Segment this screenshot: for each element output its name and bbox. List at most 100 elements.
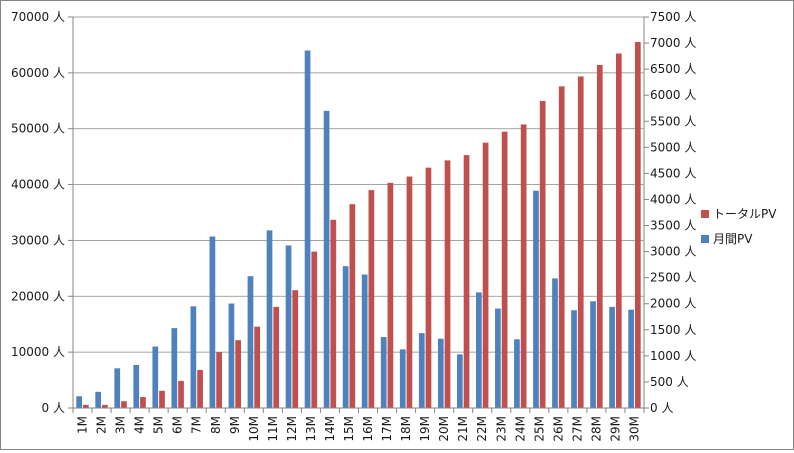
category-label: 27M [570, 416, 584, 442]
category-label: 10M [247, 416, 261, 442]
bar-total-pv [368, 190, 375, 408]
bar-monthly-pv [628, 309, 634, 408]
bar-total-pv [425, 167, 432, 408]
right-tick-label: 1000 人 [650, 349, 696, 363]
right-axis-ticks: 0 人 500 人 1000 人 1500 人 2000 人 2500 人 3000 人 35… [644, 10, 696, 415]
category-label: 5M [152, 416, 166, 434]
bar-monthly-pv [495, 308, 501, 408]
left-tick-label: 10000 人 [11, 345, 65, 359]
category-label: 12M [285, 416, 299, 442]
bar-monthly-pv [266, 230, 273, 408]
category-label: 16M [361, 416, 375, 442]
bar-total-pv [273, 306, 280, 408]
bar-total-pv [102, 404, 108, 408]
category-label: 24M [513, 416, 527, 442]
category-label: 11M [266, 416, 280, 442]
bar-total-pv [330, 219, 337, 408]
bar-monthly-pv [342, 266, 349, 408]
bar-monthly-pv [552, 278, 558, 408]
right-tick-label: 7500 人 [650, 10, 696, 24]
bar-total-pv [634, 42, 641, 409]
bar-monthly-pv [590, 301, 596, 408]
bar-total-pv [596, 64, 603, 409]
legend-swatch [701, 210, 709, 218]
bar-monthly-pv [456, 354, 463, 408]
category-label: 6M [171, 416, 185, 434]
bar-monthly-pv [171, 328, 178, 408]
bar-monthly-pv [361, 274, 368, 408]
category-label: 15M [342, 416, 356, 442]
category-label: 17M [380, 416, 394, 442]
legend: トータルPV 月間PV [701, 207, 777, 246]
bar-total-pv [615, 53, 622, 408]
right-tick-label: 5000 人 [650, 140, 696, 154]
bar-monthly-pv [380, 337, 387, 408]
category-label: 29M [608, 416, 622, 442]
bar-total-pv [159, 390, 165, 408]
right-tick-label: 4000 人 [650, 192, 696, 206]
left-tick-label: 50000 人 [11, 122, 65, 136]
left-tick-label: 70000 人 [11, 10, 65, 24]
category-label: 28M [589, 416, 603, 442]
bar-total-pv [520, 124, 527, 409]
right-tick-label: 3000 人 [650, 245, 696, 259]
category-label: 8M [209, 416, 223, 434]
category-label: 19M [418, 416, 432, 442]
bar-monthly-pv [304, 50, 311, 409]
bar-monthly-pv [114, 368, 121, 408]
right-tick-label: 500 人 [650, 375, 689, 389]
bar-total-pv [254, 326, 261, 408]
bar-total-pv [406, 176, 413, 408]
right-tick-label: 3500 人 [650, 219, 696, 233]
left-tick-label: 40000 人 [11, 178, 65, 192]
legend-swatch [701, 235, 709, 243]
gridlines [73, 16, 644, 353]
right-tick-label: 2000 人 [650, 297, 696, 311]
bar-total-pv [178, 380, 184, 408]
bar-total-pv [463, 155, 470, 408]
bar-monthly-pv [533, 190, 539, 408]
category-label: 2M [95, 416, 109, 434]
bar-monthly-pv [571, 310, 577, 408]
bar-total-pv [197, 369, 203, 408]
category-label: 23M [494, 416, 508, 442]
bar-monthly-pv [209, 236, 216, 408]
bar-monthly-pv [285, 245, 292, 408]
category-label: 7M [190, 416, 204, 434]
bar-total-pv [235, 340, 241, 408]
bar-monthly-pv [152, 346, 159, 408]
bar-total-pv [482, 142, 489, 408]
category-label: 14M [323, 416, 337, 442]
bar-monthly-pv [76, 396, 83, 408]
right-tick-label: 6500 人 [650, 62, 696, 76]
bar-total-pv [83, 404, 89, 408]
bar-total-pv [501, 131, 508, 408]
bar-total-pv [121, 401, 127, 408]
category-label: 1M [76, 416, 90, 434]
right-tick-label: 7000 人 [650, 36, 696, 50]
bar-total-pv [216, 352, 222, 408]
category-label: 26M [551, 416, 565, 442]
legend-label: 月間PV [713, 232, 753, 246]
legend-label: トータルPV [713, 207, 777, 221]
bar-monthly-pv [190, 306, 197, 408]
bar-monthly-pv [228, 303, 235, 408]
left-tick-label: 0 人 [42, 401, 65, 415]
category-label: 30M [627, 416, 641, 442]
category-label: 3M [114, 416, 128, 434]
bar-total-pv [311, 251, 318, 408]
bar-total-pv [349, 204, 356, 408]
right-tick-label: 6000 人 [650, 88, 696, 102]
bar-monthly-pv [514, 339, 520, 408]
bar-monthly-pv [247, 276, 254, 408]
bar-monthly-pv [437, 338, 444, 408]
right-tick-label: 5500 人 [650, 114, 696, 128]
bar-total-pv [577, 76, 584, 408]
bar-monthly-pv [323, 110, 330, 408]
bar-monthly-pv [133, 364, 140, 408]
bar-total-pv [558, 86, 565, 408]
category-label: 20M [437, 416, 451, 442]
category-label: 18M [399, 416, 413, 442]
